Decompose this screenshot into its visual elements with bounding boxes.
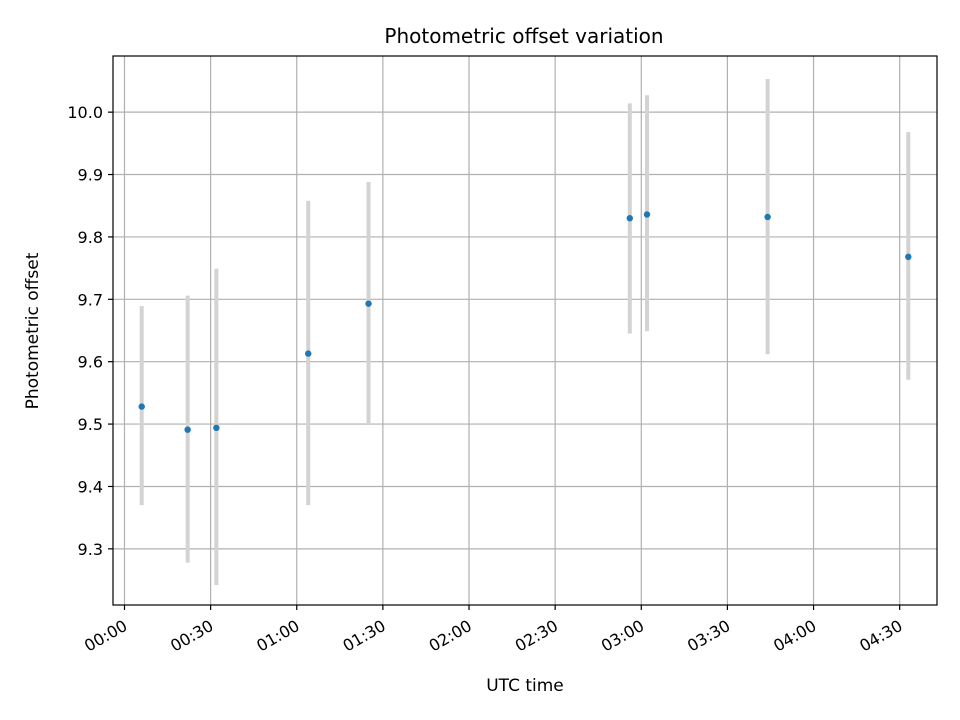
y-axis-label: Photometric offset [23,252,43,409]
plot-frame [112,55,938,606]
y-tick-label: 9.8 [78,228,103,247]
data-point [184,426,191,433]
data-point [138,403,145,410]
data-point [626,215,633,222]
data-point [643,211,651,218]
y-tick-label: 9.9 [78,166,103,185]
data-point [365,300,372,307]
y-axis-ticks: 9.3 9.4 9.5 9.6 9.7 9.8 9.9 10.0 [67,103,113,559]
chart-title: Photometric offset variation [384,24,663,48]
data-point [213,424,220,432]
data-point [764,213,771,221]
data-point [305,350,312,357]
grid [113,56,937,605]
y-tick-label: 9.5 [78,415,103,434]
y-tick-label: 10.0 [67,103,103,122]
data-points [138,211,912,433]
data-point [905,253,912,261]
y-tick-label: 9.4 [78,477,103,496]
y-tick-label: 9.7 [78,290,103,309]
y-tick-label: 9.3 [78,540,103,559]
y-tick-label: 9.6 [78,353,103,372]
x-axis-label: UTC time [486,676,564,696]
